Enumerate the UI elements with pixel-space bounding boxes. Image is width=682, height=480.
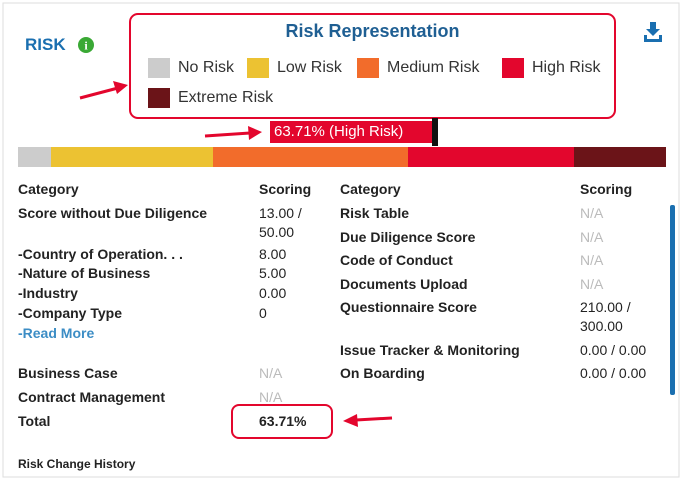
arrows <box>79 81 393 427</box>
column-header: Scoring <box>259 181 312 197</box>
score: N/A <box>580 229 604 245</box>
info-icon[interactable] <box>78 37 94 53</box>
score: N/A <box>580 252 604 268</box>
category: -Nature of Business <box>18 265 151 281</box>
score: 8.00 <box>259 246 287 262</box>
footer-title: Risk Change History <box>18 457 136 471</box>
score: 0 <box>259 305 267 321</box>
category: Risk Table <box>340 205 409 221</box>
category: Score without Due Diligence <box>18 205 208 221</box>
legend-swatch <box>247 58 269 78</box>
bar-segment <box>213 147 408 167</box>
legend-label: Low Risk <box>277 59 342 76</box>
category: Code of Conduct <box>340 252 453 268</box>
legend-label: Extreme Risk <box>178 89 274 106</box>
category: -Industry <box>18 285 78 301</box>
risk-bar <box>18 147 666 167</box>
legend-swatch <box>502 58 524 78</box>
score: 13.00 / 50.00 <box>259 205 302 240</box>
total-highlight <box>231 404 333 439</box>
marker-label-bg <box>270 121 432 143</box>
category: On Boarding <box>340 365 425 381</box>
bar-segment <box>18 147 51 167</box>
column-header: Category <box>18 181 79 197</box>
legend-swatch <box>148 88 170 108</box>
bar-segment <box>574 147 666 167</box>
marker-label: 63.71% (High Risk) <box>274 123 404 140</box>
category: Documents Upload <box>340 276 468 292</box>
category: -Country of Operation. . . <box>18 246 183 262</box>
legend-label: Medium Risk <box>387 59 480 76</box>
download-icon[interactable] <box>644 22 662 42</box>
category: Business Case <box>18 365 118 381</box>
category: -Company Type <box>18 305 122 321</box>
score: 0.00 / 0.00 <box>580 342 647 358</box>
score: 210.00 / 300.00 <box>580 299 631 334</box>
legend-label: No Risk <box>178 59 235 76</box>
score: 0.00 / 0.00 <box>580 365 647 381</box>
category: Contract Management <box>18 389 166 405</box>
legend-label: High Risk <box>532 59 601 76</box>
bar-segment <box>408 147 574 167</box>
scrollbar[interactable] <box>670 205 675 395</box>
category: Questionnaire Score <box>340 299 477 315</box>
category: Total <box>18 413 51 429</box>
score: 0.00 <box>259 285 287 301</box>
category: Issue Tracker & Monitoring <box>340 342 520 358</box>
score: 5.00 <box>259 265 287 281</box>
bar-segment <box>51 147 213 167</box>
score: N/A <box>580 205 604 221</box>
category: Due Diligence Score <box>340 229 476 245</box>
score: N/A <box>580 276 604 292</box>
legend-swatch <box>357 58 379 78</box>
legend-title: Risk Representation <box>285 21 460 41</box>
info-glyph: i <box>84 39 88 53</box>
score: N/A <box>259 365 283 381</box>
score: N/A <box>259 389 283 405</box>
marker-line <box>432 118 438 146</box>
read-more[interactable]: -Read More <box>18 325 95 341</box>
title: RISK <box>25 35 66 54</box>
total-score: 63.71% <box>259 413 307 429</box>
legend-swatch <box>148 58 170 78</box>
column-header: Category <box>340 181 401 197</box>
column-header: Scoring <box>580 181 633 197</box>
